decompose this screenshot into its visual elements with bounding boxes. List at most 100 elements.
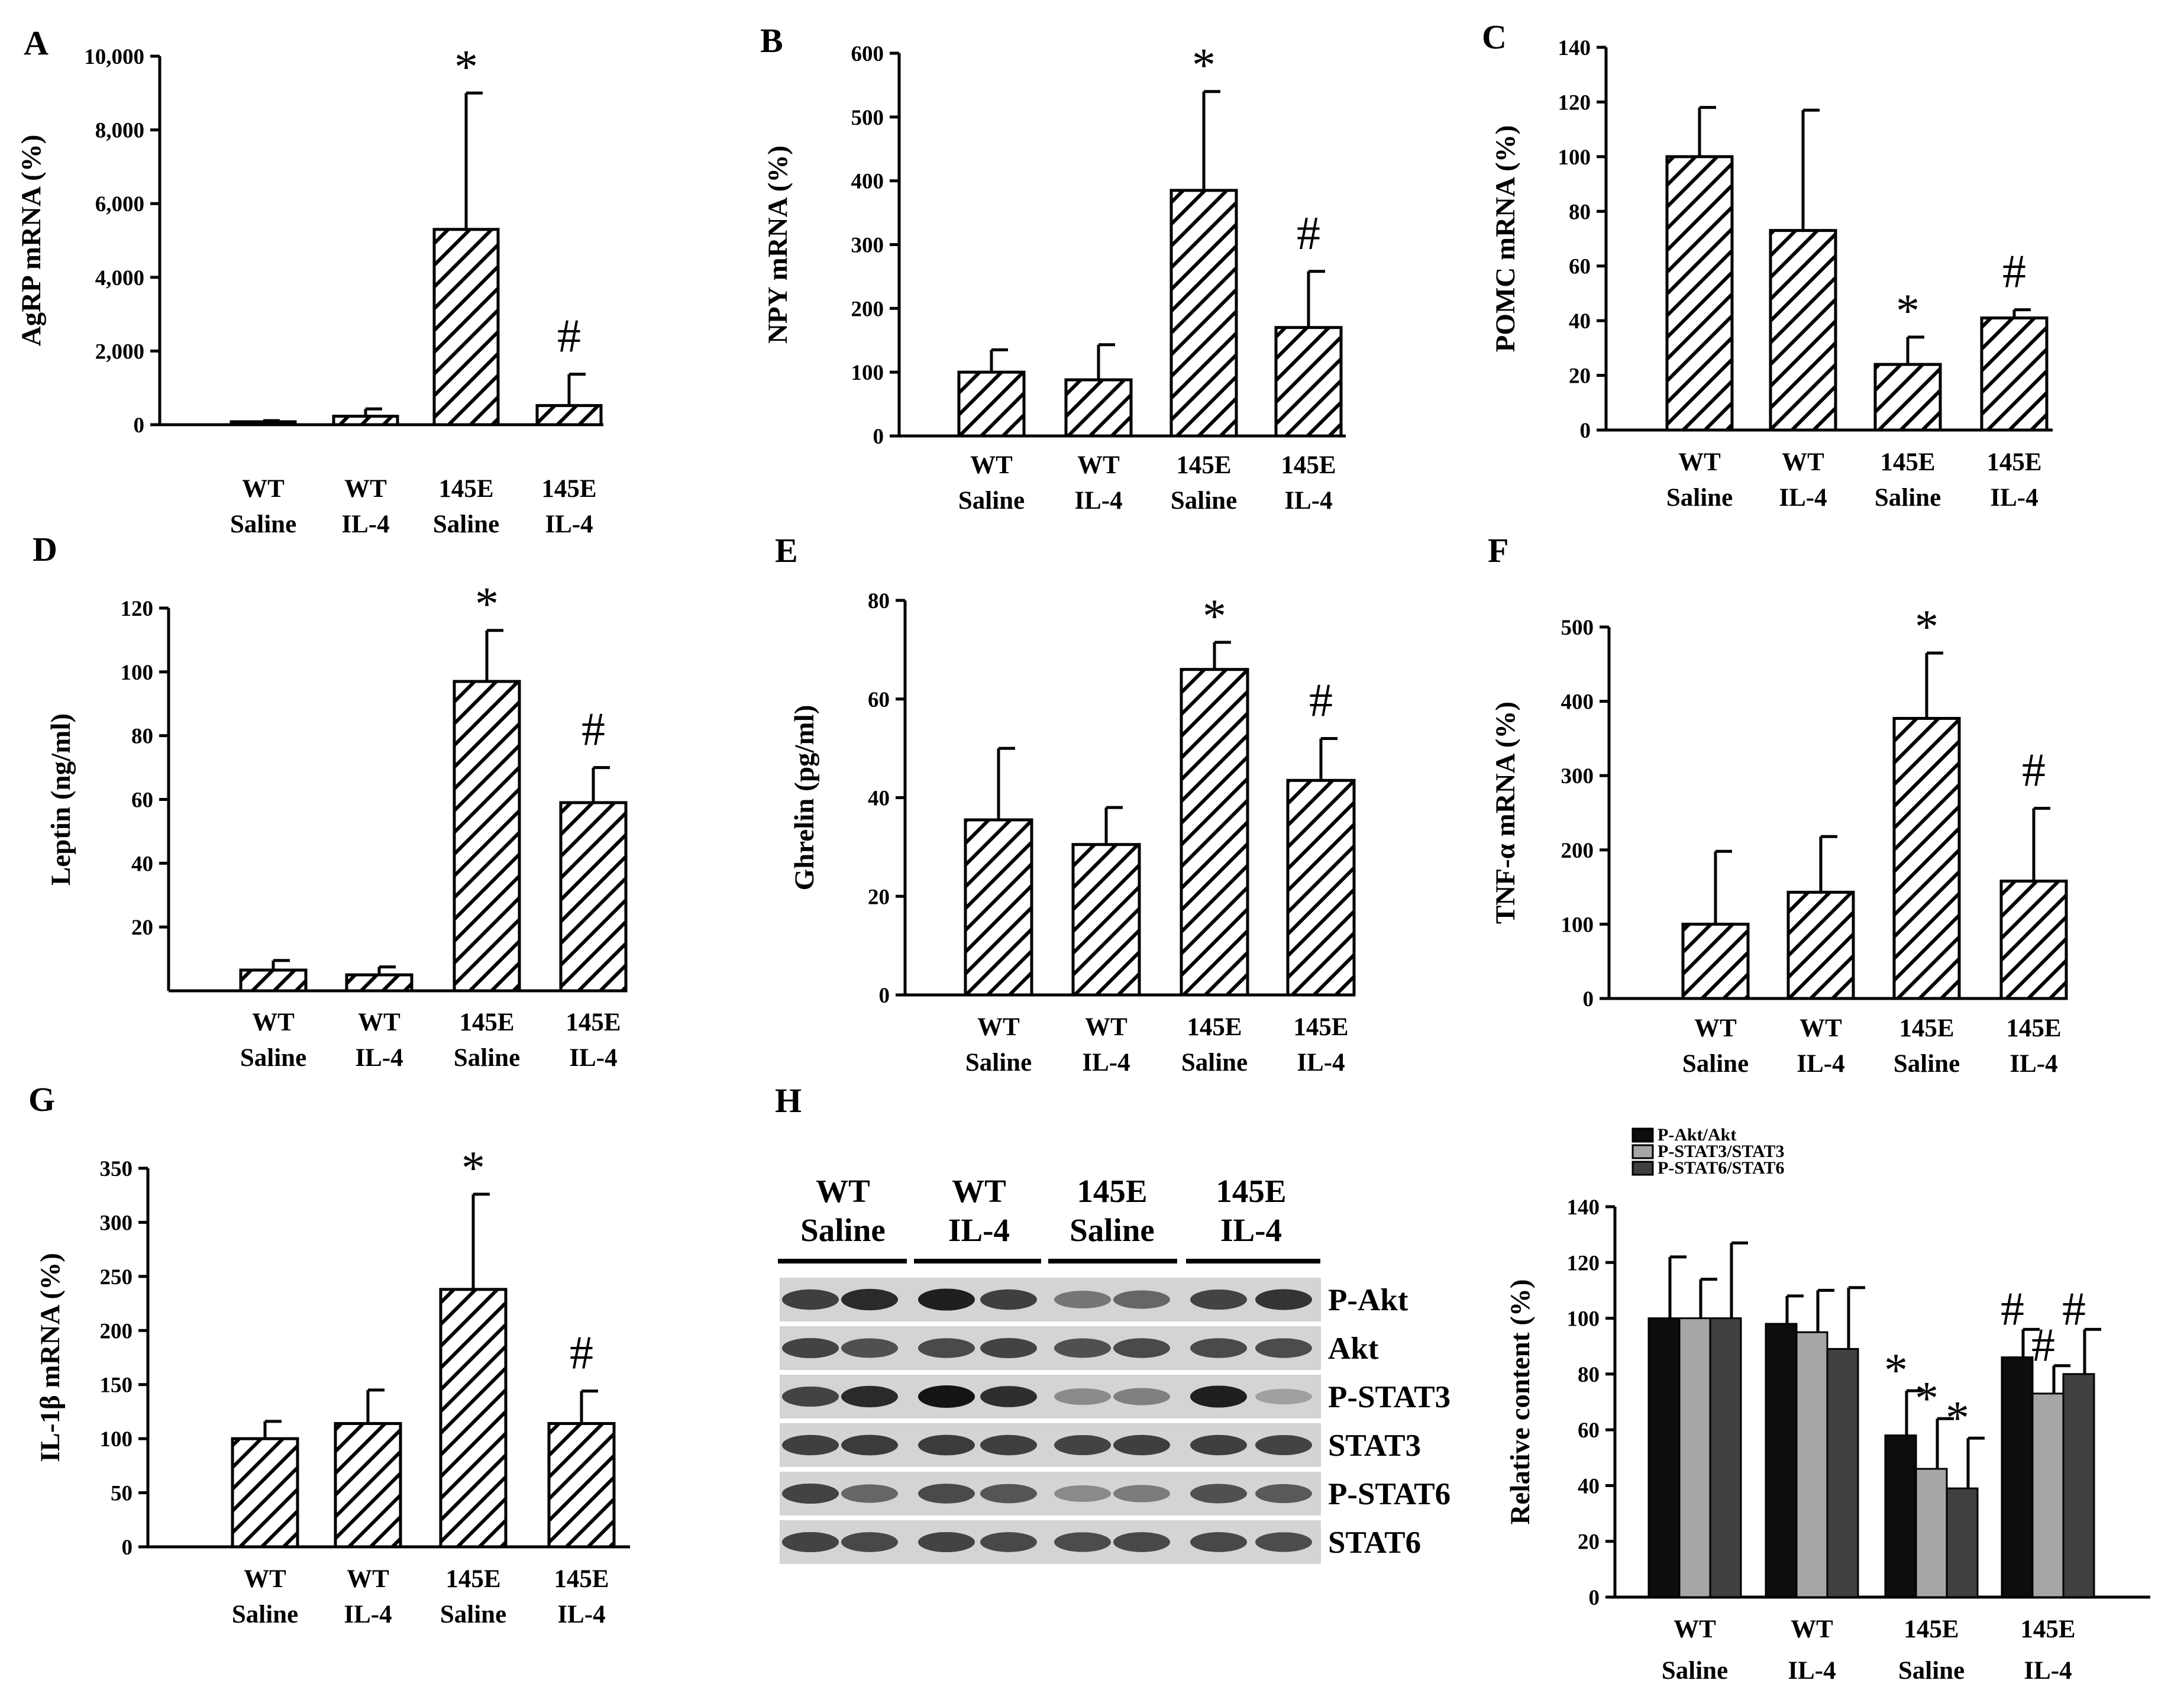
blot-band [918,1385,975,1408]
x-category-label: IL-4 [1074,487,1122,515]
x-category-label: WT [977,1013,1020,1041]
blot-row-stat6: STAT6 [780,1520,1421,1564]
x-category-label: WT [244,1565,286,1593]
blot-band [782,1337,839,1359]
y-axis-label: TNF-α mRNA (%) [1490,702,1521,924]
bar [1681,922,1750,1000]
panel-h: H 0 20 40 60 80 100 120 140 Relative content (%) W… [775,1081,2150,1685]
x-category-label: 145E [541,475,596,503]
blot-group-label: WT [816,1173,870,1209]
legend-label: P-STAT3/STAT3 [1658,1142,1784,1161]
y-tick-label: 500 [1561,616,1594,640]
y-tick-label: 10,000 [84,45,144,69]
blot-band [980,1532,1037,1552]
bar [1064,378,1133,438]
bar [1169,189,1238,438]
y-tick-label: 0 [1580,419,1591,443]
legend-label: P-Akt/Akt [1658,1125,1736,1145]
x-category-label: IL-4 [557,1601,605,1628]
blot-band [1113,1338,1170,1358]
blot-row-p-akt: P-Akt [780,1278,1408,1321]
y-tick-label: 300 [100,1211,133,1235]
blot-row-stat3: STAT3 [780,1423,1421,1467]
y-axis-label: POMC mRNA (%) [1490,125,1521,353]
x-category-label: IL-4 [1082,1049,1130,1077]
y-tick-label: 200 [1561,839,1594,863]
bar [535,404,603,426]
significance-hash: # [570,1327,593,1379]
y-tick-label: 80 [1578,1363,1600,1387]
y-tick-label: 120 [121,597,154,621]
panel-e: E 0 20 40 60 80 Ghrelin (pg/ml) WT Saline WT IL-4 1… [775,531,1356,1077]
bar [230,420,297,426]
x-category-label: IL-4 [2024,1657,2072,1685]
significance-star: * [454,41,478,93]
blot-band [1054,1434,1111,1456]
blot-band [841,1338,898,1358]
bar [1286,778,1356,997]
bar [1665,155,1734,432]
y-tick-label: 20 [1569,364,1591,389]
y-tick-label: 120 [1567,1251,1600,1275]
blot-group-label: IL-4 [948,1212,1010,1248]
blot-group-label: WT [952,1173,1006,1209]
significance-star: * [1915,601,1939,653]
blot-band [1190,1484,1247,1504]
panel-letter-b: B [760,21,783,60]
x-category-label: Saline [454,1044,520,1072]
blot-band [980,1434,1037,1456]
y-tick-label: 60 [131,789,153,813]
blot-row-p-stat3: P-STAT3 [780,1375,1450,1418]
significance-hash: # [1297,208,1320,260]
y-tick-label: 140 [1558,36,1591,60]
blot-band [841,1484,898,1503]
y-axis-label: NPY mRNA (%) [763,146,793,344]
blot-row-label: P-Akt [1328,1283,1408,1317]
blot-group-label: 145E [1216,1173,1286,1209]
panel-b: B 0 100 200 300 400 500 600 NPY mRNA (%) WT Saline… [760,21,1346,515]
y-tick-label: 80 [1569,200,1591,224]
blot-band [1054,1388,1111,1405]
y-tick-label: 300 [1561,764,1594,789]
x-category-label: 145E [445,1565,500,1593]
blot-row-label: STAT3 [1328,1429,1421,1463]
blot-band [841,1385,898,1408]
x-category-label: WT [242,475,285,503]
blot-group-label: Saline [1070,1212,1155,1248]
blot-band [782,1386,839,1407]
y-tick-label: 100 [121,661,154,685]
bar-p-akt-akt [1765,1323,1798,1598]
x-category-label: 145E [1986,448,2041,476]
x-category-label: Saline [240,1044,306,1072]
blot-row-p-stat6: P-STAT6 [780,1472,1450,1515]
blot-band [918,1484,975,1504]
blot-group-label: 145E [1077,1173,1147,1209]
significance-hash: # [2062,1283,2086,1335]
x-category-label: 145E [1293,1013,1348,1041]
blot-band [918,1288,975,1311]
bar-p-stat6-stat6 [1826,1347,1859,1598]
bar [332,415,399,426]
bar-p-stat3-stat3 [1795,1331,1828,1598]
bar [231,1437,299,1549]
x-category-label: WT [1085,1013,1127,1041]
bar [1274,326,1343,438]
x-category-label: IL-4 [545,510,593,538]
x-category-label: WT [970,451,1013,479]
x-category-label: Saline [965,1049,1032,1077]
blot-band [1190,1434,1247,1456]
bar [559,801,628,993]
significance-hash: # [1309,674,1333,726]
x-category-label: 145E [1880,448,1935,476]
blot-band [980,1337,1037,1359]
x-category-label: WT [1782,448,1824,476]
bar [547,1422,616,1549]
blot-band [1190,1385,1247,1408]
x-category-label: IL-4 [344,1601,392,1628]
y-tick-label: 200 [851,297,884,321]
x-category-label: Saline [230,510,296,538]
x-category-label: IL-4 [355,1044,403,1072]
x-category-label: Saline [1662,1657,1728,1685]
bar-p-stat6-stat6 [1709,1317,1742,1598]
bar-p-stat6-stat6 [1946,1487,1979,1598]
